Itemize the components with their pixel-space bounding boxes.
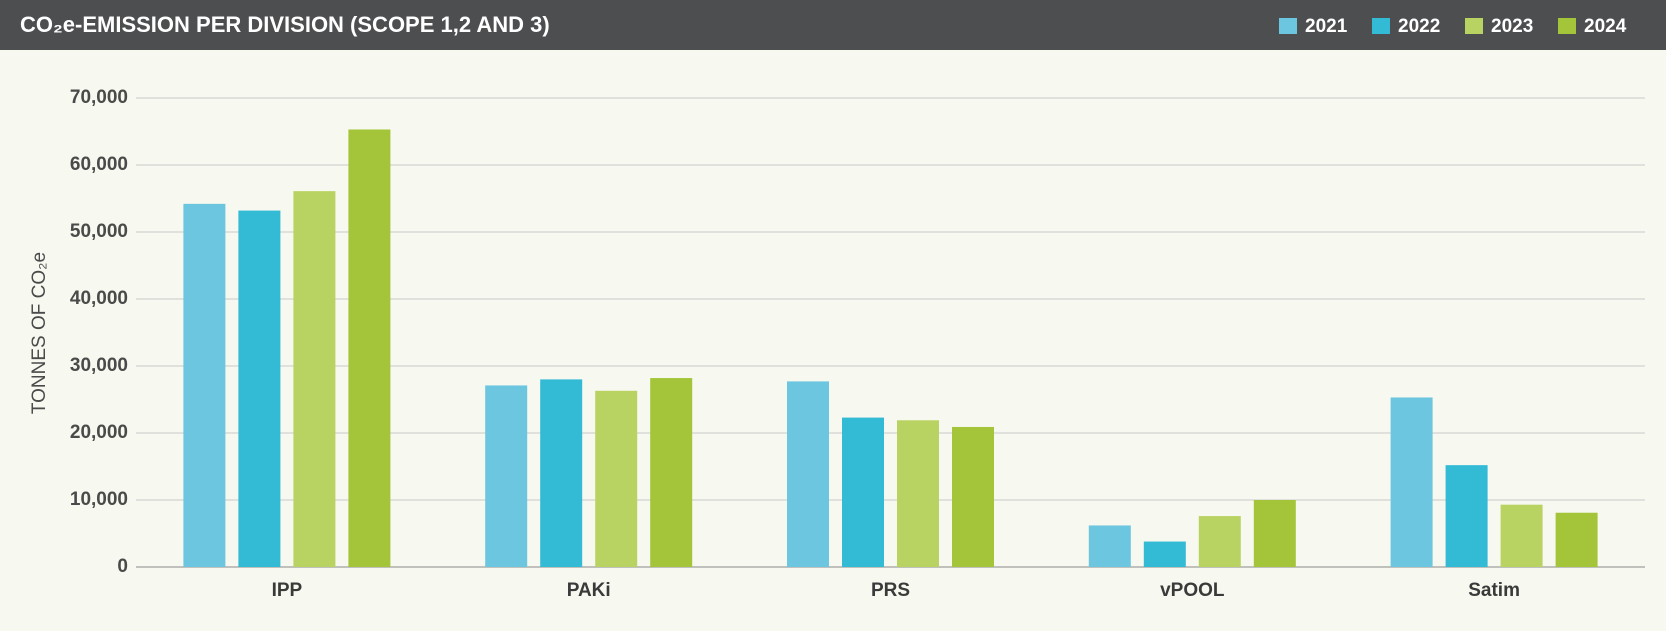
y-axis-label: TONNES OF CO₂e [29,252,50,414]
y-tick-label: 10,000 [70,489,128,510]
x-tick-label: PAKi [567,580,611,601]
bar [1143,541,1186,567]
legend-label: 2024 [1584,16,1627,37]
bar [1390,397,1433,567]
legend-swatch [1465,18,1483,34]
legend-swatch [1372,18,1390,34]
bar [348,129,391,568]
bar [1445,465,1488,567]
y-tick-label: 40,000 [70,288,128,309]
legend-label: 2021 [1305,16,1348,37]
bar [238,210,281,567]
y-tick-label: 70,000 [70,87,128,108]
bar [540,379,583,567]
bar [1253,500,1296,567]
bar [650,378,693,567]
bar [952,426,994,567]
legend-swatch [1558,18,1576,34]
x-tick-label: IPP [272,580,303,601]
bar [1555,512,1598,567]
y-tick-label: 60,000 [70,154,128,175]
bar [1500,504,1543,567]
legend-label: 2022 [1398,16,1440,37]
bar [897,420,939,567]
x-tick-label: PRS [871,580,910,601]
x-tick-label: Satim [1468,580,1520,601]
legend-label: 2023 [1491,16,1533,37]
chart-title: CO₂e-EMISSION PER DIVISION (SCOPE 1,2 AN… [20,12,550,37]
legend-swatch [1279,18,1297,34]
bar [485,385,528,567]
x-tick-label: vPOOL [1160,580,1225,601]
y-tick-label: 0 [117,556,128,577]
y-tick-label: 30,000 [70,355,128,376]
bar [1198,516,1241,567]
bar [1088,525,1131,567]
bar [293,191,336,567]
bar [183,203,226,568]
y-tick-label: 20,000 [70,422,128,443]
bar [787,381,829,567]
y-tick-label: 50,000 [70,221,128,242]
bar [842,417,884,567]
bar [595,390,638,567]
